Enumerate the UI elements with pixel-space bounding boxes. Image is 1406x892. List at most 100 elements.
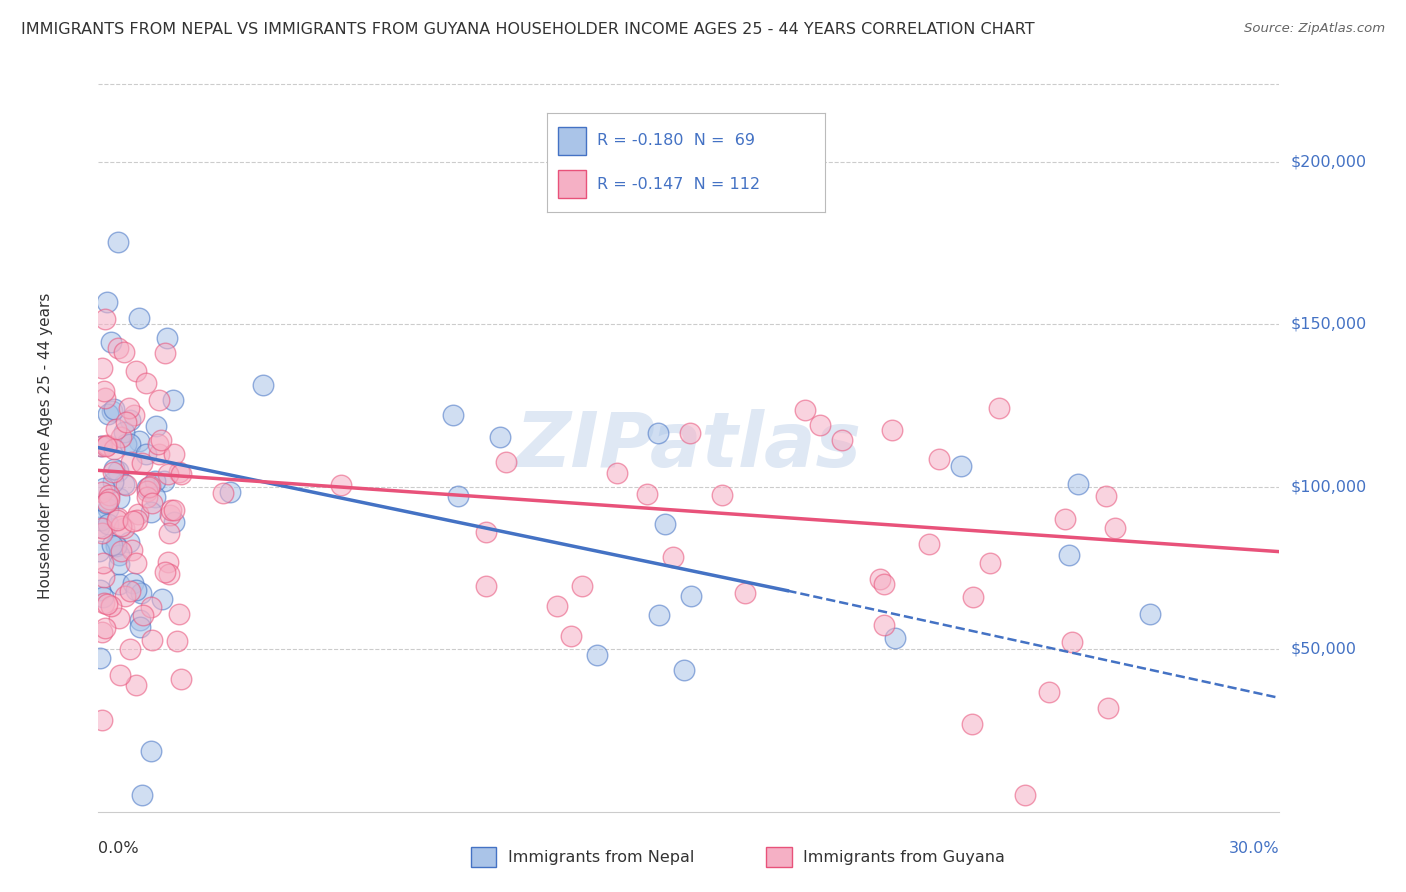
Point bbox=[89, 520, 111, 534]
Point bbox=[139, 600, 162, 615]
Point bbox=[135, 376, 157, 390]
Point bbox=[120, 437, 142, 451]
Point bbox=[94, 311, 117, 326]
Point bbox=[679, 426, 702, 441]
Point bbox=[112, 345, 135, 359]
Text: R = -0.180  N =  69: R = -0.180 N = 69 bbox=[598, 133, 755, 148]
Point bbox=[156, 331, 179, 345]
Point bbox=[135, 481, 157, 495]
Point bbox=[127, 508, 149, 522]
Point bbox=[91, 484, 114, 499]
Point bbox=[648, 607, 671, 622]
Text: 0.0%: 0.0% bbox=[98, 841, 139, 856]
Point bbox=[90, 513, 112, 527]
Point bbox=[97, 502, 120, 516]
Point bbox=[101, 404, 124, 418]
Text: 30.0%: 30.0% bbox=[1229, 841, 1279, 856]
Point bbox=[672, 663, 695, 677]
Point bbox=[560, 630, 582, 644]
Point bbox=[148, 436, 170, 450]
Point bbox=[107, 557, 129, 571]
Point bbox=[108, 548, 131, 562]
Point bbox=[918, 536, 941, 550]
Point bbox=[128, 311, 150, 326]
FancyBboxPatch shape bbox=[558, 170, 586, 198]
Point bbox=[661, 549, 683, 564]
Point bbox=[884, 632, 907, 646]
Point bbox=[1060, 635, 1083, 649]
Point bbox=[104, 537, 127, 551]
Text: Householder Income Ages 25 - 44 years: Householder Income Ages 25 - 44 years bbox=[38, 293, 53, 599]
Point bbox=[97, 407, 120, 421]
Point bbox=[112, 425, 135, 439]
Point bbox=[112, 521, 135, 535]
Point bbox=[128, 619, 150, 633]
Point bbox=[489, 430, 512, 444]
Point bbox=[163, 503, 186, 517]
Point bbox=[94, 391, 117, 405]
Point bbox=[1139, 607, 1161, 622]
Point bbox=[118, 641, 141, 656]
Point bbox=[125, 583, 148, 598]
Point bbox=[987, 401, 1010, 415]
Point bbox=[108, 611, 131, 625]
Point bbox=[810, 418, 832, 433]
Point bbox=[129, 613, 152, 627]
Point bbox=[167, 465, 190, 479]
Point bbox=[129, 585, 152, 599]
Point bbox=[94, 621, 117, 635]
Text: Source: ZipAtlas.com: Source: ZipAtlas.com bbox=[1244, 22, 1385, 36]
Text: $50,000: $50,000 bbox=[1291, 641, 1357, 657]
Point bbox=[135, 483, 157, 498]
Point bbox=[125, 678, 148, 692]
Point bbox=[91, 439, 114, 453]
Text: Immigrants from Nepal: Immigrants from Nepal bbox=[508, 850, 695, 864]
Point bbox=[105, 539, 128, 553]
Point bbox=[131, 456, 153, 470]
Point bbox=[91, 713, 114, 727]
Text: $200,000: $200,000 bbox=[1291, 154, 1367, 169]
Point bbox=[585, 648, 607, 662]
Point bbox=[89, 582, 111, 597]
Point bbox=[91, 525, 114, 540]
Point bbox=[124, 556, 146, 570]
Point bbox=[112, 477, 135, 491]
Point bbox=[1057, 548, 1080, 562]
Point bbox=[103, 402, 125, 417]
Point bbox=[1097, 701, 1119, 715]
Point bbox=[157, 526, 180, 541]
Point bbox=[145, 419, 167, 434]
Point bbox=[710, 487, 733, 501]
Point bbox=[141, 496, 163, 510]
Point bbox=[143, 490, 166, 504]
Point bbox=[873, 577, 896, 591]
Point bbox=[950, 458, 973, 473]
Point bbox=[495, 455, 517, 469]
Point bbox=[114, 590, 136, 604]
Point bbox=[93, 481, 115, 495]
Point bbox=[962, 591, 984, 605]
Point bbox=[89, 651, 111, 665]
Point bbox=[110, 519, 132, 533]
Point bbox=[93, 596, 115, 610]
Point bbox=[103, 442, 125, 456]
Point bbox=[571, 578, 593, 592]
Point bbox=[153, 474, 176, 488]
Point bbox=[734, 586, 756, 600]
Point bbox=[110, 430, 132, 444]
Point bbox=[101, 538, 124, 552]
Point bbox=[139, 478, 162, 492]
Point bbox=[606, 466, 628, 480]
Point bbox=[441, 408, 464, 422]
Point bbox=[136, 491, 159, 505]
Point bbox=[118, 413, 141, 427]
Point bbox=[104, 422, 127, 436]
Point bbox=[252, 378, 274, 392]
Point bbox=[97, 491, 120, 506]
Point bbox=[153, 346, 176, 360]
Point bbox=[157, 567, 180, 582]
Point bbox=[647, 425, 669, 440]
FancyBboxPatch shape bbox=[558, 127, 586, 154]
Point bbox=[159, 508, 181, 523]
Point bbox=[93, 570, 115, 584]
